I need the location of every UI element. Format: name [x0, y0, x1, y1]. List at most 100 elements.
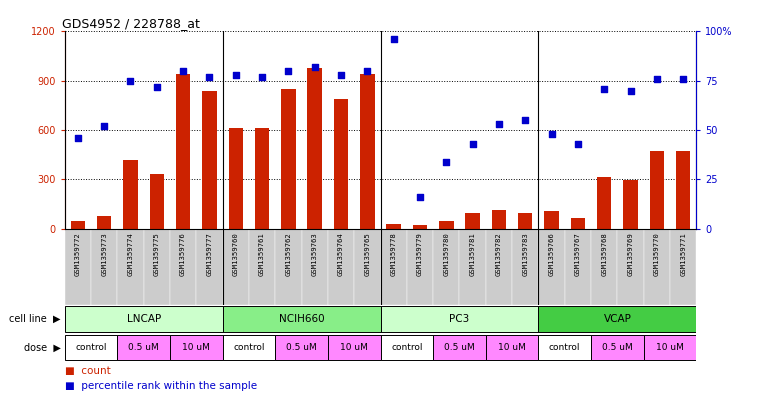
Point [677, 75, 689, 82]
Bar [433, 334, 486, 360]
Bar [123, 160, 138, 229]
Bar [65, 306, 223, 332]
Text: LNCAP: LNCAP [126, 314, 161, 324]
Bar [466, 213, 480, 229]
Text: cell line  ▶: cell line ▶ [9, 314, 61, 324]
Bar [380, 334, 433, 360]
Bar [539, 229, 565, 305]
Text: GSM1359771: GSM1359771 [680, 233, 686, 276]
Bar [670, 229, 696, 305]
Bar [591, 334, 644, 360]
Text: PC3: PC3 [449, 314, 470, 324]
Bar [196, 229, 222, 305]
Bar [228, 129, 243, 229]
Point [625, 88, 637, 94]
Text: control: control [75, 343, 107, 352]
Text: ■  percentile rank within the sample: ■ percentile rank within the sample [65, 381, 256, 391]
Bar [307, 68, 322, 229]
Point [203, 73, 215, 80]
Bar [597, 177, 611, 229]
Point [414, 194, 426, 200]
Text: GSM1359764: GSM1359764 [338, 233, 344, 276]
Text: GSM1359765: GSM1359765 [365, 233, 371, 276]
Point [151, 84, 163, 90]
Bar [301, 229, 328, 305]
Point [572, 141, 584, 147]
Bar [380, 306, 539, 332]
Bar [223, 306, 380, 332]
Bar [623, 180, 638, 229]
Bar [518, 213, 533, 229]
Text: GSM1359769: GSM1359769 [628, 233, 633, 276]
Text: NCIH660: NCIH660 [279, 314, 324, 324]
Text: ■  count: ■ count [65, 366, 110, 376]
Bar [565, 229, 591, 305]
Point [98, 123, 110, 129]
Bar [460, 229, 486, 305]
Bar [65, 229, 91, 305]
Point [546, 131, 558, 137]
Bar [65, 334, 117, 360]
Bar [591, 229, 617, 305]
Text: control: control [391, 343, 422, 352]
Point [387, 36, 400, 42]
Text: VCAP: VCAP [603, 314, 632, 324]
Text: GSM1359770: GSM1359770 [654, 233, 660, 276]
Text: GSM1359766: GSM1359766 [549, 233, 555, 276]
Bar [117, 229, 144, 305]
Bar [492, 210, 506, 229]
Text: GSM1359779: GSM1359779 [417, 233, 423, 276]
Bar [97, 216, 111, 229]
Bar [407, 229, 433, 305]
Text: GSM1359783: GSM1359783 [522, 233, 528, 276]
Text: 10 uM: 10 uM [656, 343, 684, 352]
Text: 0.5 uM: 0.5 uM [286, 343, 317, 352]
Point [309, 64, 321, 70]
Point [230, 72, 242, 78]
Bar [255, 128, 269, 229]
Bar [650, 151, 664, 229]
Text: GSM1359773: GSM1359773 [101, 233, 107, 276]
Bar [223, 334, 275, 360]
Text: GSM1359772: GSM1359772 [75, 233, 81, 276]
Point [598, 86, 610, 92]
Bar [202, 91, 217, 229]
Text: 10 uM: 10 uM [498, 343, 526, 352]
Point [124, 78, 136, 84]
Bar [275, 334, 328, 360]
Bar [170, 229, 196, 305]
Bar [275, 229, 301, 305]
Text: dose  ▶: dose ▶ [24, 342, 61, 353]
Point [361, 68, 374, 74]
Text: GSM1359776: GSM1359776 [180, 233, 186, 276]
Text: 0.5 uM: 0.5 uM [444, 343, 475, 352]
Text: 10 uM: 10 uM [183, 343, 210, 352]
Text: GSM1359762: GSM1359762 [285, 233, 291, 276]
Point [519, 117, 531, 123]
Text: GSM1359781: GSM1359781 [470, 233, 476, 276]
Bar [334, 99, 349, 229]
Bar [71, 221, 85, 229]
Bar [144, 229, 170, 305]
Bar [486, 334, 539, 360]
Text: GSM1359780: GSM1359780 [444, 233, 449, 276]
Bar [544, 211, 559, 229]
Point [466, 141, 479, 147]
Bar [328, 334, 380, 360]
Bar [539, 306, 696, 332]
Bar [360, 74, 374, 229]
Bar [281, 89, 295, 229]
Point [282, 68, 295, 74]
Bar [617, 229, 644, 305]
Text: 0.5 uM: 0.5 uM [602, 343, 632, 352]
Point [440, 158, 452, 165]
Bar [512, 229, 539, 305]
Text: GDS4952 / 228788_at: GDS4952 / 228788_at [62, 17, 199, 30]
Text: GSM1359768: GSM1359768 [601, 233, 607, 276]
Text: GSM1359774: GSM1359774 [128, 233, 133, 276]
Bar [117, 334, 170, 360]
Bar [91, 229, 117, 305]
Bar [328, 229, 354, 305]
Text: GSM1359763: GSM1359763 [312, 233, 317, 276]
Bar [439, 220, 454, 229]
